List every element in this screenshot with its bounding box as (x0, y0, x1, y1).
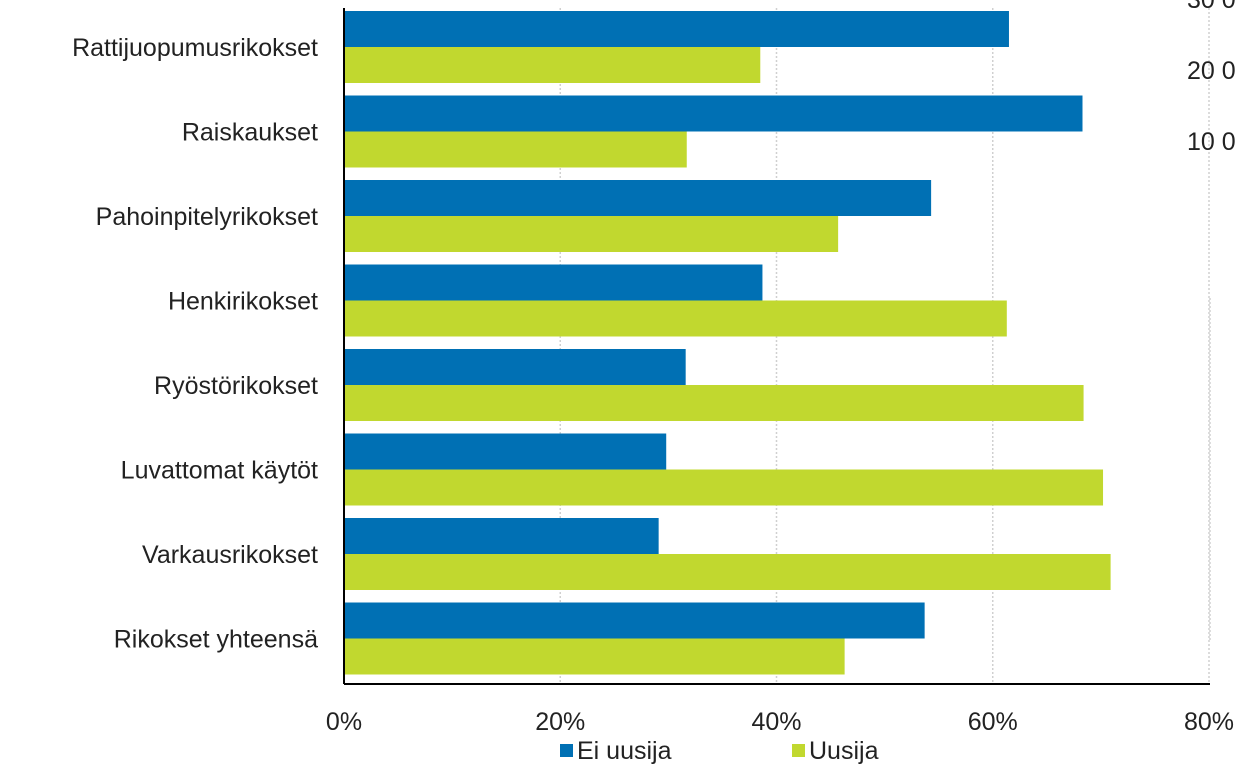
bar-uusija (344, 638, 845, 675)
category-labels: Rattijuopumusrikokset Raiskaukset Pahoinpi… (72, 34, 318, 654)
legend: Ei uusija Uusija (560, 737, 879, 765)
legend-swatch (560, 744, 573, 757)
bar-uusija (344, 216, 839, 252)
bar-uusija (344, 554, 1111, 590)
overlap-text-1: 30 0 (1187, 0, 1236, 14)
bar-uusija (344, 385, 1084, 421)
bar-ei-uusija (344, 518, 659, 554)
x-tick-label: 40% (751, 708, 801, 736)
bar-ei-uusija (344, 602, 925, 639)
legend-swatch (792, 744, 805, 757)
axes (343, 8, 1210, 685)
background-overlap: 30 0 20 0 10 0 (1187, 0, 1236, 640)
overlap-text-2: 20 0 (1187, 57, 1236, 85)
bar-ei-uusija (344, 95, 1083, 132)
legend-label: Uusija (809, 737, 879, 765)
category-label: Rattijuopumusrikokset (72, 34, 318, 62)
tick-labels: 0% 20% 40% 60% 80% (326, 708, 1234, 736)
bar-uusija (344, 469, 1104, 506)
bar-ei-uusija (344, 264, 763, 301)
category-label: Luvattomat käytöt (121, 457, 318, 485)
bar-uusija (344, 300, 1007, 337)
bars (344, 11, 1111, 675)
x-tick-label: 80% (1184, 708, 1234, 736)
bar-ei-uusija (344, 433, 667, 470)
category-label: Varkausrikokset (142, 541, 318, 569)
category-label: Pahoinpitelyrikokset (96, 203, 318, 231)
bar-ei-uusija (344, 180, 932, 216)
category-label: Ryöstörikokset (154, 372, 318, 400)
bar-ei-uusija (344, 349, 686, 385)
category-label: Raiskaukset (182, 119, 318, 147)
bar-uusija (344, 47, 761, 83)
x-tick-label: 60% (968, 708, 1018, 736)
bar-uusija (344, 131, 687, 168)
overlap-text-3: 10 0 (1187, 128, 1236, 156)
legend-label: Ei uusija (577, 737, 672, 765)
bar-ei-uusija (344, 11, 1009, 47)
category-label: Rikokset yhteensä (114, 626, 318, 654)
x-tick-label: 20% (535, 708, 585, 736)
x-tick-label: 0% (326, 708, 362, 736)
category-label: Henkirikokset (168, 288, 318, 316)
